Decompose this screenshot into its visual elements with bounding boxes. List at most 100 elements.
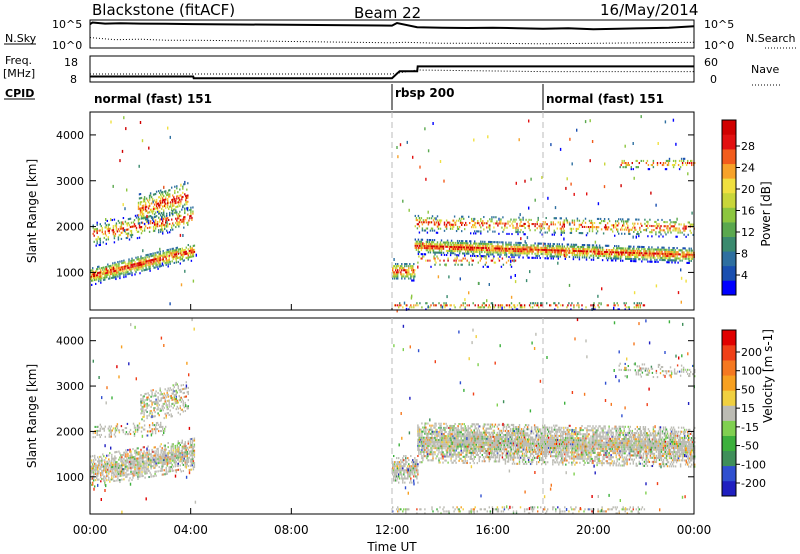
- data-cell: [124, 459, 126, 462]
- data-cell: [150, 208, 153, 211]
- data-cell: [131, 274, 133, 277]
- data-cell: [643, 252, 645, 255]
- data-cell: [620, 218, 622, 221]
- data-cell: [472, 254, 474, 257]
- data-cell: [157, 261, 159, 264]
- data-cell: [675, 235, 677, 238]
- data-cell: [398, 306, 400, 309]
- data-cell: [144, 393, 146, 396]
- data-cell: [476, 242, 478, 245]
- data-cell: [401, 275, 403, 278]
- data-cell: [582, 219, 585, 222]
- data-cell: [666, 252, 668, 255]
- data-cell: [150, 389, 152, 392]
- data-cell: [474, 242, 476, 245]
- data-cell: [168, 261, 170, 264]
- data-cell: [635, 254, 637, 257]
- data-cell: [519, 250, 521, 253]
- data-cell: [140, 408, 142, 411]
- data-cell: [106, 454, 108, 457]
- data-cell: [127, 273, 129, 276]
- data-cell: [673, 164, 676, 167]
- data-cell: [496, 247, 498, 250]
- data-cell: [153, 409, 155, 412]
- data-cell: [471, 219, 473, 222]
- data-cell: [173, 404, 176, 407]
- data-cell: [140, 217, 143, 220]
- data-cell: [440, 251, 443, 254]
- data-cell: [182, 259, 185, 262]
- data-cell: [627, 257, 629, 260]
- data-cell: [470, 232, 472, 235]
- data-cell: [410, 265, 412, 268]
- data-cell: [99, 237, 102, 240]
- data-cell: [107, 427, 110, 430]
- data-cell: [112, 276, 114, 279]
- data-cell: [601, 248, 604, 251]
- data-cell: [554, 302, 556, 305]
- data-cell: [171, 402, 173, 405]
- data-cell: [108, 273, 110, 276]
- data-cell: [173, 455, 176, 458]
- data-cell: [153, 266, 155, 269]
- data-cell: [655, 203, 657, 207]
- data-cell: [141, 458, 143, 461]
- data-cell: [109, 429, 112, 432]
- data-cell: [535, 254, 537, 257]
- data-cell: [589, 226, 592, 229]
- data-cell: [181, 439, 184, 442]
- data-cell: [396, 277, 398, 280]
- data-cell: [417, 261, 419, 264]
- data-cell: [574, 243, 577, 246]
- data-cell: [655, 252, 657, 255]
- data-cell: [421, 306, 423, 309]
- data-cell: [91, 269, 93, 272]
- data-cell: [474, 240, 476, 243]
- data-cell: [458, 217, 461, 220]
- data-cell: [191, 218, 193, 221]
- data-cell: [474, 224, 476, 227]
- data-cell: [469, 244, 471, 247]
- data-cell: [191, 448, 194, 451]
- data-cell: [506, 245, 508, 248]
- data-cell: [172, 453, 174, 456]
- data-cell: [407, 273, 409, 276]
- data-cell: [669, 253, 671, 256]
- data-cell: [131, 257, 133, 260]
- data-cell: [173, 386, 176, 389]
- data-cell: [126, 265, 128, 268]
- data-cell: [406, 263, 408, 266]
- data-cell: [450, 245, 453, 248]
- data-cell: [192, 458, 195, 461]
- data-cell: [174, 189, 176, 192]
- data-cell: [579, 223, 582, 226]
- data-cell: [161, 447, 163, 450]
- data-cell: [136, 467, 138, 470]
- data-cell: [100, 269, 102, 272]
- data-cell: [107, 475, 109, 478]
- data-cell: [184, 216, 186, 219]
- data-cell: [96, 268, 98, 271]
- data-cell: [617, 255, 619, 258]
- data-cell: [596, 230, 599, 233]
- data-cell: [187, 440, 190, 443]
- data-cell: [174, 257, 177, 260]
- data-cell: [430, 243, 433, 246]
- data-cell: [414, 273, 416, 276]
- data-cell: [124, 427, 127, 430]
- data-cell: [155, 190, 158, 193]
- data-cell: [670, 249, 672, 252]
- data-cell: [653, 248, 655, 251]
- data-cell: [96, 466, 98, 469]
- data-cell: [433, 251, 436, 254]
- data-cell: [672, 118, 675, 122]
- data-cell: [463, 244, 465, 247]
- data-cell: [191, 458, 194, 461]
- data-cell: [516, 250, 518, 253]
- data-cell: [467, 246, 469, 249]
- data-cell: [491, 241, 493, 244]
- data-cell: [127, 264, 129, 267]
- data-cell: [479, 246, 481, 249]
- data-cell: [540, 302, 542, 305]
- data-cell: [191, 464, 194, 467]
